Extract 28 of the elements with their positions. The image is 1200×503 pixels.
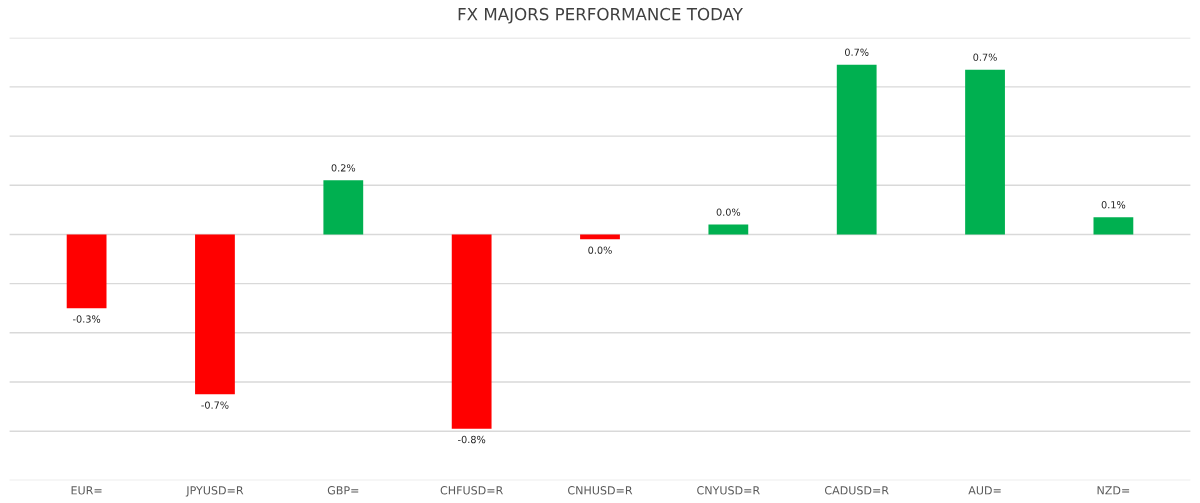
x-tick-label: NZD=	[1097, 486, 1130, 495]
data-label: 0.2%	[331, 164, 356, 172]
chart-title: FX MAJORS PERFORMANCE TODAY	[458, 7, 743, 24]
bar	[708, 224, 749, 235]
data-label: -0.7%	[201, 401, 229, 409]
bar	[195, 234, 235, 395]
data-label: -0.8%	[458, 435, 486, 444]
x-tick-label: AUD=	[968, 486, 1001, 495]
x-tick-label: JPYUSD=R	[185, 486, 244, 497]
bar	[580, 234, 620, 240]
bar	[1093, 217, 1134, 235]
bar	[836, 64, 877, 235]
data-label: 0.1%	[1101, 201, 1126, 209]
x-tick-label: CHFUSD=R	[440, 486, 503, 495]
bar	[965, 69, 1005, 235]
data-label: 0.7%	[844, 48, 869, 56]
data-label: 0.0%	[588, 246, 612, 254]
x-tick-label: CNYUSD=R	[697, 486, 760, 495]
data-label: 0.7%	[973, 53, 997, 61]
bar	[66, 234, 107, 309]
x-tick-label: GBP=	[327, 486, 359, 495]
bar	[323, 180, 364, 235]
data-label: -0.3%	[72, 315, 101, 323]
data-label: 0.0%	[716, 208, 741, 216]
x-tick-label: EUR=	[71, 486, 102, 495]
bar	[451, 234, 492, 429]
x-tick-label: CADUSD=R	[824, 486, 889, 495]
x-tick-label: CNHUSD=R	[568, 486, 633, 495]
